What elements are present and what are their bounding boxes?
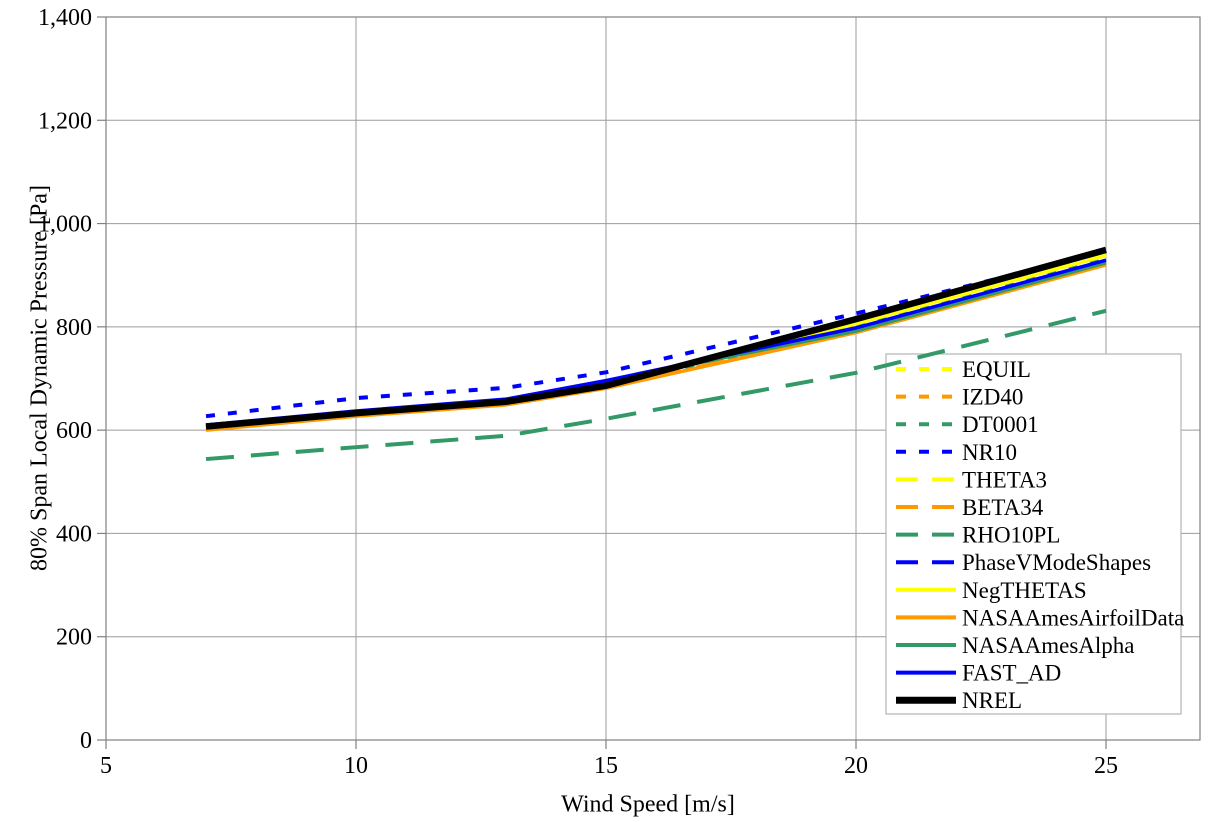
series-line-RHO10PL (205, 308, 1107, 462)
y-tick-label: 800 (56, 315, 92, 341)
series-line-NR10 (205, 250, 1107, 419)
legend-label-NASAAmesAirfoilData: NASAAmesAirfoilData (962, 605, 1184, 630)
x-tick-label: 20 (844, 753, 868, 779)
y-axis-title: 80% Span Local Dynamic Pressure [Pa] (26, 185, 53, 571)
legend-label-BETA34: BETA34 (962, 495, 1044, 520)
legend-label-EQUIL: EQUIL (962, 357, 1031, 382)
y-tick-label: 200 (56, 625, 92, 651)
y-tick-label: 400 (56, 521, 92, 547)
plot-border (105, 16, 1201, 741)
series-line-NREL (205, 246, 1107, 430)
y-tick-label: 0 (80, 728, 92, 754)
legend-label-DT0001: DT0001 (962, 412, 1039, 437)
legend-label-PhaseVModeShapes: PhaseVModeShapes (962, 550, 1151, 575)
x-tick-label: 25 (1094, 753, 1118, 779)
y-tick-label: 600 (56, 418, 92, 444)
legend-label-IZD40: IZD40 (962, 385, 1023, 410)
legend-label-THETA3: THETA3 (962, 467, 1047, 492)
legend-label-RHO10PL: RHO10PL (962, 523, 1060, 548)
legend-label-NegTHETAS: NegTHETAS (962, 578, 1087, 603)
y-tick-label: 1,000 (38, 212, 92, 238)
x-tick-label: 5 (100, 753, 112, 779)
legend-label-FAST_AD: FAST_AD (962, 661, 1061, 686)
legend-label-NREL: NREL (962, 688, 1022, 713)
x-axis-title: Wind Speed [m/s] (561, 791, 735, 818)
x-tick-label: 15 (594, 753, 618, 779)
x-tick-label: 10 (344, 753, 368, 779)
legend-label-NASAAmesAlpha: NASAAmesAlpha (962, 633, 1135, 658)
legend-label-NR10: NR10 (962, 440, 1017, 465)
y-tick-label: 1,200 (38, 108, 92, 134)
y-tick-label: 1,400 (38, 5, 92, 31)
